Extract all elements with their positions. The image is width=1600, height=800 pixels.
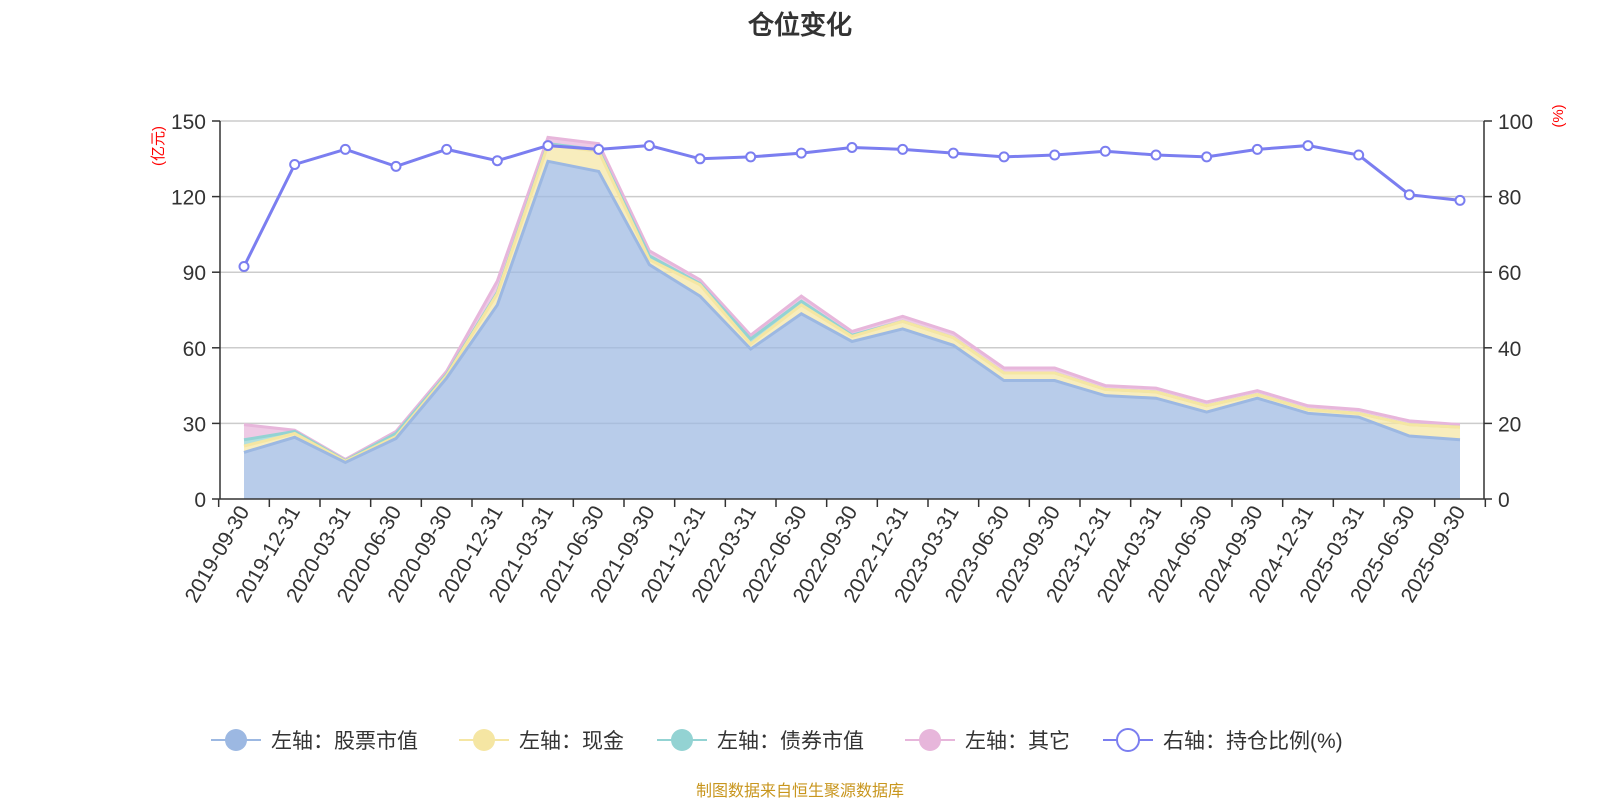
ratio-point xyxy=(897,143,909,155)
ratio-point xyxy=(694,153,706,165)
ratio-point xyxy=(491,155,503,167)
right-axis-unit: (%) xyxy=(1550,104,1567,127)
legend-item[interactable]: 右轴：持仓比例(%) xyxy=(1103,728,1343,753)
ratio-point xyxy=(1099,145,1111,157)
left-tick-label: 150 xyxy=(171,111,206,134)
ratio-point xyxy=(998,151,1010,163)
legend-marker xyxy=(1116,728,1140,752)
left-tick-label: 120 xyxy=(171,187,206,210)
ratio-point xyxy=(390,160,402,172)
legend-item[interactable]: 左轴：股票市值 xyxy=(211,729,418,753)
ratio-point xyxy=(1049,149,1061,161)
legend-label: 左轴：股票市值 xyxy=(271,730,418,753)
area-左轴：股票市值 xyxy=(244,161,1460,499)
legend-marker xyxy=(225,729,247,751)
ratio-point xyxy=(593,143,605,155)
legend-label: 左轴：现金 xyxy=(519,730,624,753)
legend-label: 右轴：持仓比例(%) xyxy=(1163,730,1343,753)
right-tick-label: 0 xyxy=(1498,489,1510,512)
legend: 左轴：股票市值 左轴：现金 左轴：债券市值 左轴：其它 右轴：持仓比例(%) xyxy=(211,728,1343,753)
ratio-point xyxy=(542,140,554,152)
area-edge-左轴：其它 xyxy=(243,135,1461,462)
legend-item[interactable]: 左轴：债券市值 xyxy=(657,729,864,753)
left-axis-unit: (亿元) xyxy=(150,126,167,166)
left-tick-label: 60 xyxy=(183,338,206,361)
ratio-point xyxy=(745,151,757,163)
ratio-point xyxy=(441,143,453,155)
ratio-line-series xyxy=(238,140,1466,273)
area-edge-左轴：股票市值 xyxy=(243,159,1461,465)
ratio-point xyxy=(643,140,655,152)
ratio-point xyxy=(1403,189,1415,201)
legend-marker xyxy=(671,729,693,751)
ratio-point xyxy=(795,147,807,159)
legend-item[interactable]: 左轴：现金 xyxy=(459,729,624,753)
left-tick-label: 30 xyxy=(183,413,206,436)
right-tick-label: 20 xyxy=(1498,413,1521,436)
ratio-line xyxy=(242,144,1461,268)
legend-marker xyxy=(473,729,495,751)
legend-label: 左轴：其它 xyxy=(965,730,1070,753)
ratio-point xyxy=(339,143,351,155)
ratio-point xyxy=(846,141,858,153)
legend-item[interactable]: 左轴：其它 xyxy=(905,729,1070,753)
chart-title: 仓位变化 xyxy=(747,10,852,40)
ratio-point xyxy=(1454,194,1466,206)
right-tick-label: 40 xyxy=(1498,338,1521,361)
right-tick-label: 100 xyxy=(1498,111,1533,134)
ratio-point xyxy=(1150,149,1162,161)
left-tick-label: 90 xyxy=(183,262,206,285)
ratio-point xyxy=(1201,151,1213,163)
ratio-point xyxy=(1302,140,1314,152)
legend-marker xyxy=(919,729,941,751)
stacked-areas xyxy=(243,135,1461,499)
left-tick-label: 0 xyxy=(194,489,206,512)
ratio-point xyxy=(1353,149,1365,161)
ratio-point xyxy=(947,147,959,159)
right-tick-label: 80 xyxy=(1498,187,1521,210)
legend-label: 左轴：债券市值 xyxy=(717,730,864,753)
right-tick-label: 60 xyxy=(1498,262,1521,285)
ratio-point xyxy=(1251,143,1263,155)
ratio-point xyxy=(238,261,250,273)
source-note: 制图数据来自恒生聚源数据库 xyxy=(696,782,904,800)
ratio-point xyxy=(289,158,301,170)
